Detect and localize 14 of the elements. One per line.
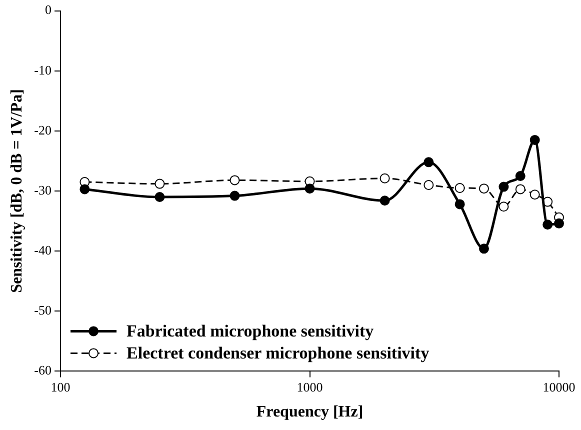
x-tick-label: 100 — [50, 379, 70, 394]
y-tick-label: -20 — [34, 122, 52, 138]
y-tick-label: -40 — [34, 242, 52, 258]
x-tick-label: 1000 — [296, 379, 323, 394]
y-tick-label: -60 — [34, 362, 52, 378]
y-tick-label: 0 — [45, 2, 52, 18]
legend-label: Electret condenser microphone sensitivity — [126, 344, 430, 363]
legend-label: Fabricated microphone sensitivity — [126, 322, 374, 341]
y-tick-label: -30 — [34, 182, 52, 198]
y-tick-label: -50 — [34, 302, 52, 318]
x-axis-title: Frequency [Hz] — [256, 404, 364, 421]
y-tick-label: -10 — [34, 62, 52, 78]
x-tick-label: 10000 — [542, 379, 576, 394]
y-axis-title: Sensitivity [dB, 0 dB = 1V/Pa] — [8, 89, 26, 293]
